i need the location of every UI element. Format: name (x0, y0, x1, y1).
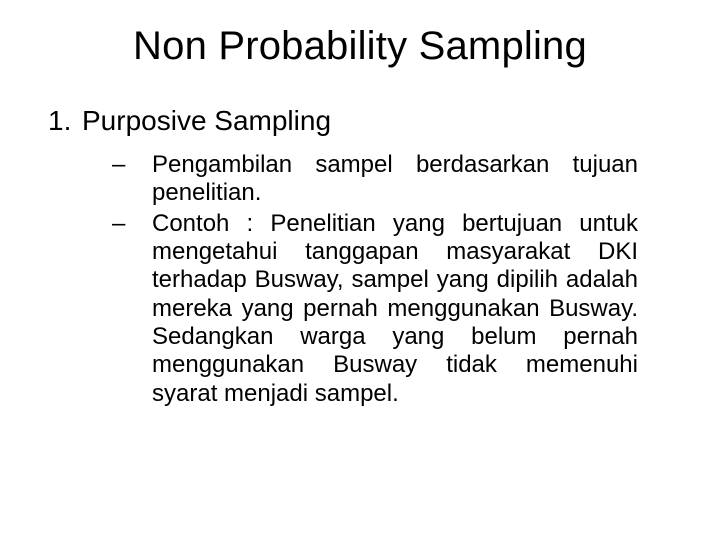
bullet-marker: – (112, 151, 152, 179)
sublist: – Pengambilan sampel berdasarkan tujuan … (40, 151, 680, 408)
sublist-item-0: – Pengambilan sampel berdasarkan tujuan … (112, 151, 638, 208)
numbered-list: 1. Purposive Sampling (40, 105, 680, 137)
list-item-1: 1. Purposive Sampling (48, 105, 680, 137)
sublist-item-1: – Contoh : Penelitian yang bertujuan unt… (112, 210, 638, 408)
slide-title: Non Probability Sampling (40, 24, 680, 69)
slide: Non Probability Sampling 1. Purposive Sa… (0, 0, 720, 540)
bullet-marker: – (112, 210, 152, 238)
list-number: 1. (48, 105, 82, 137)
bullet-text: Pengambilan sampel berdasarkan tujuan pe… (152, 151, 638, 208)
bullet-text: Contoh : Penelitian yang bertujuan untuk… (152, 210, 638, 408)
list-label: Purposive Sampling (82, 105, 331, 137)
